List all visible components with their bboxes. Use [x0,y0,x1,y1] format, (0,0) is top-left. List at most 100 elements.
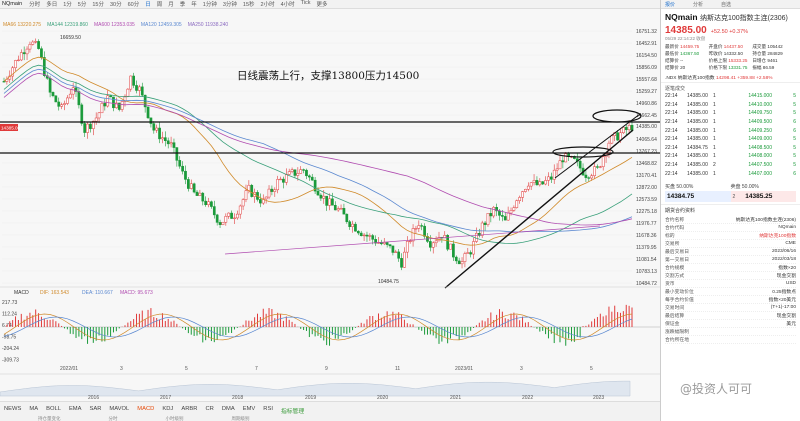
indicator-tab[interactable]: DMA [221,406,235,412]
info-key: 合约名称 [665,217,685,223]
indicator-tab[interactable]: KDJ [162,406,174,412]
candle-body [270,188,274,192]
period-tab[interactable]: 5分 [77,2,87,8]
period-tab[interactable]: 多日 [46,2,58,8]
macd-tick-label: -204.24 [2,346,19,352]
candle-body [189,183,193,189]
indicator-tab[interactable]: EMV [242,406,256,412]
period-tab[interactable]: 季 [179,2,186,8]
candle-body [423,225,426,237]
indicator-tab[interactable]: NEWS [4,406,22,412]
x-tick-label: 9 [325,366,328,372]
book-count: 1 [713,170,716,177]
stat-item: 最新价 14459.75 [665,44,709,50]
candle-body [290,169,294,172]
book-row: 22:14 14385.00 1 14409.750 5 [665,109,796,118]
indicator-tab[interactable]: EMA [68,406,82,412]
period-tab[interactable]: 60分 [127,2,140,8]
sub-tab[interactable]: 持仓量变化 [38,416,61,421]
period-tab[interactable]: 月 [168,2,174,8]
book-count: 1 [713,127,716,134]
candle-body [417,225,421,229]
y-tick-label: 15259.27 [636,89,657,95]
candle-body [339,208,343,210]
book-level-qty: 5 [793,153,796,160]
book-row: 22:14 14385.00 2 14407.500 5 [665,161,796,170]
indicator-tab[interactable]: RSI [263,406,273,412]
panel-tab[interactable]: 自选 [721,1,732,8]
period-tabs: 分时 多日 1分 5分 15分 30分 60分日周月季年 1分钟 3分钟 15秒 2小时 4小时 Tic… [29,0,327,8]
candle-body [282,178,285,183]
period-tab[interactable]: Tick [300,0,311,6]
book-price: 14385.00 [687,110,708,117]
info-key: 交易时间 [665,305,685,311]
price-chart[interactable]: 16751.32 16452.91 16154.50 15856.09 15557.68… [0,0,660,401]
ma-legend: MA66 13220.275 MA144 12319.860 MA600 12353… [0,21,660,29]
candle-body [129,75,133,90]
period-tab[interactable]: 15分 [92,2,104,8]
period-tab[interactable]: 30分 [109,2,122,8]
period-tab[interactable]: 日 [145,2,151,8]
candle-body [299,169,303,174]
period-tab[interactable]: 2小时 [260,2,275,8]
indicator-tab[interactable]: ARBR [181,406,198,412]
period-tab[interactable]: 更多 [316,2,328,8]
stat-item: 成交量 105442 [752,44,796,50]
book-row: 22:14 14385.00 1 14409.000 5 [665,135,796,144]
y-tick-label: 14662.45 [636,113,657,119]
candle-body [529,182,533,187]
candle-body [498,210,501,216]
candle-body [235,213,239,219]
candle-body [587,177,591,179]
ask-price[interactable]: 2 14385.25 [730,190,796,202]
info-value: CME [785,240,796,246]
period-tab[interactable]: 4小时 [280,2,295,8]
period-tab[interactable]: 1分 [63,2,72,8]
candle-body [161,137,164,140]
candle-body [54,95,58,103]
sub-tab[interactable]: 周期级别 [231,416,250,421]
indicator-tab[interactable]: BOLL [46,406,61,412]
candle-body [365,234,369,237]
symbol-label[interactable]: NQmain [2,1,23,7]
candle-body [123,95,127,102]
period-tab[interactable]: 分时 [29,2,41,8]
info-key: 最后结算 [665,313,685,319]
bid-price[interactable]: 14384.75 [665,190,731,202]
info-value[interactable]: 纳斯达克100指数 [759,233,796,239]
sub-tab[interactable]: 小时级别 [165,416,184,421]
ndx-row[interactable]: .NDX 纳斯达克100指数 14298.41 +359.88 +2.58% [661,73,800,83]
candle-body [532,180,536,183]
candle-body [446,235,449,250]
candle-body [184,170,187,180]
sub-tab[interactable]: 分时 [108,416,118,421]
chart-annotation: 日线震荡上行，支撑13800压力14500 [237,70,420,82]
indicator-tab[interactable]: CR [205,406,214,412]
candle-body [267,188,271,198]
indicator-tabs: NEWS MA BOLL EMA SAR MAVOL MACD KDJ ARBR CR DMA EMV… [4,406,304,415]
ndx-label: .NDX 纳斯达克100指数 [665,76,715,81]
indicator-tab[interactable]: MA [29,406,39,412]
period-tab[interactable]: 1分钟 [202,2,217,8]
indicator-tab[interactable]: MAVOL [109,406,130,412]
period-tab[interactable]: 15秒 [242,2,255,8]
period-tab[interactable]: 年 [191,2,197,8]
info-key: 合约所在地 [665,337,689,343]
period-tab[interactable]: 周 [156,2,163,8]
book-price: 14385.00 [687,153,708,160]
candle-body [178,160,182,167]
book-row: 22:14 14385.00 1 14408.000 5 [665,152,796,161]
panel-tab[interactable]: 分析 [693,1,704,8]
candle-body [549,176,553,180]
dif-line [3,313,633,341]
book-level-qty: 5 [793,144,796,151]
candle-body [420,225,424,227]
candle-body [460,261,464,265]
info-value: 指数×20 [778,265,796,271]
indicator-tab[interactable]: SAR [89,406,102,412]
indicator-tab[interactable]: 指标管理 [280,409,305,415]
candle-body [187,179,190,189]
panel-tab[interactable]: 报价 [665,1,676,8]
period-tab[interactable]: 3分钟 [222,2,237,8]
indicator-tab[interactable]: MACD [137,406,155,412]
